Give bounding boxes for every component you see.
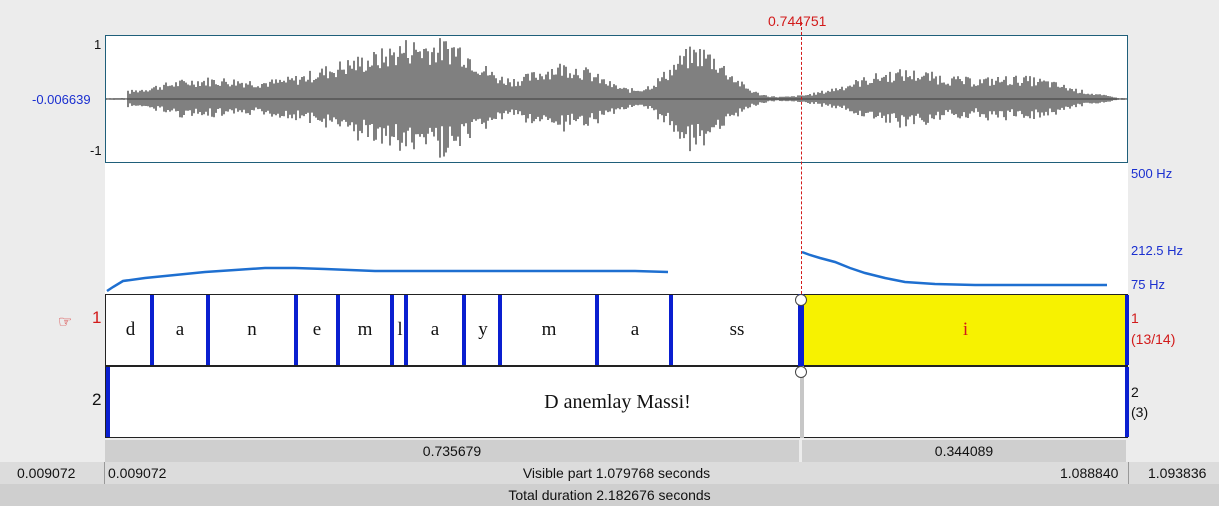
tier-2-segment[interactable]: D anemlay Massi! [544, 391, 691, 413]
tier-1-right-label: 1 [1131, 310, 1139, 326]
tier-1-interval-tier[interactable]: d a n e m l a y m a ss i [105, 294, 1129, 366]
pitch-panel[interactable] [105, 163, 1128, 294]
pitch-min-label: 75 Hz [1131, 277, 1165, 292]
waveform-top-label: 1 [94, 37, 102, 52]
waveform-graphic [105, 38, 1127, 158]
pitch-graphic [106, 250, 1107, 293]
boundary-handle-top[interactable] [795, 294, 807, 306]
tier-1-boundary[interactable] [1125, 295, 1129, 365]
tier-1-boundary[interactable] [336, 295, 340, 365]
tier-1-segment[interactable]: y [478, 319, 488, 340]
right-duration-value: 0.344089 [934, 443, 994, 459]
selection-start-line-tier-2 [800, 366, 804, 438]
right-duration-bar[interactable]: 0.344089 [802, 440, 1126, 462]
tier-1-boundary[interactable] [150, 295, 154, 365]
tier-1-boundary[interactable] [390, 295, 394, 365]
footer-divider [1128, 462, 1129, 484]
tier-1-segment[interactable]: n [247, 319, 257, 340]
tier-2-right-count: (3) [1131, 404, 1149, 420]
tier-1-pointer-icon: ☞ [58, 314, 73, 331]
tier-1-boundary[interactable] [404, 295, 408, 365]
pitch-mid-label: 212.5 Hz [1131, 243, 1184, 258]
waveform-mid-label: -0.006639 [32, 92, 91, 107]
left-duration-bar[interactable]: 0.735679 [105, 440, 799, 462]
tier-1-segment[interactable]: d [125, 319, 136, 340]
waveform-panel[interactable] [105, 35, 1128, 163]
cursor-line [801, 22, 802, 294]
selection-start-boundary[interactable] [798, 294, 804, 366]
visible-part-bar[interactable] [0, 462, 1219, 484]
tier-1-segment[interactable]: ss [729, 319, 745, 340]
tier-1-boundary[interactable] [206, 295, 210, 365]
tier-1-segment[interactable]: a [175, 319, 185, 340]
tier-2-number: 2 [92, 390, 102, 409]
tier-1-boundary[interactable] [498, 295, 502, 365]
total-duration-label: Total duration 2.182676 seconds [508, 487, 711, 503]
tier-1-segment[interactable]: m [357, 319, 373, 340]
waveform-bottom-label: -1 [90, 143, 102, 158]
footer-visible-part: Visible part 1.079768 seconds [522, 465, 711, 481]
tier-1-number: 1 [92, 308, 102, 327]
footer-visible-end: 1.088840 [1060, 465, 1119, 481]
tier-1-segment[interactable]: a [630, 319, 640, 340]
tier-1-segment[interactable]: l [397, 319, 403, 340]
tier-1-segment[interactable]: e [312, 319, 322, 340]
tier-1-boundary[interactable] [294, 295, 298, 365]
tier-1-segment[interactable]: a [430, 319, 440, 340]
pitch-max-label: 500 Hz [1131, 166, 1173, 181]
footer-left-time: 0.009072 [17, 465, 76, 481]
tier-2-boundary[interactable] [106, 367, 110, 437]
tier-1-boundary[interactable] [669, 295, 673, 365]
tier-1-right-count: (13/14) [1131, 331, 1176, 347]
footer-visible-start: 0.009072 [108, 465, 167, 481]
tier-1-boundary[interactable] [595, 295, 599, 365]
boundary-handle-bottom[interactable] [795, 366, 807, 378]
tier-2-right-label: 2 [1131, 384, 1139, 400]
tier-1-segment[interactable]: m [541, 319, 557, 340]
footer-divider [104, 462, 105, 484]
tier-2-boundary[interactable] [1125, 367, 1129, 437]
footer-right-time: 1.093836 [1148, 465, 1207, 481]
tier-1-boundary[interactable] [462, 295, 466, 365]
tier-2-interval-tier[interactable]: D anemlay Massi! [105, 366, 1129, 438]
tier-1-selected-segment[interactable]: i [804, 295, 1127, 365]
total-duration-bar[interactable] [0, 484, 1219, 506]
cursor-time-label: 0.744751 [768, 13, 827, 29]
left-duration-value: 0.735679 [422, 443, 482, 459]
